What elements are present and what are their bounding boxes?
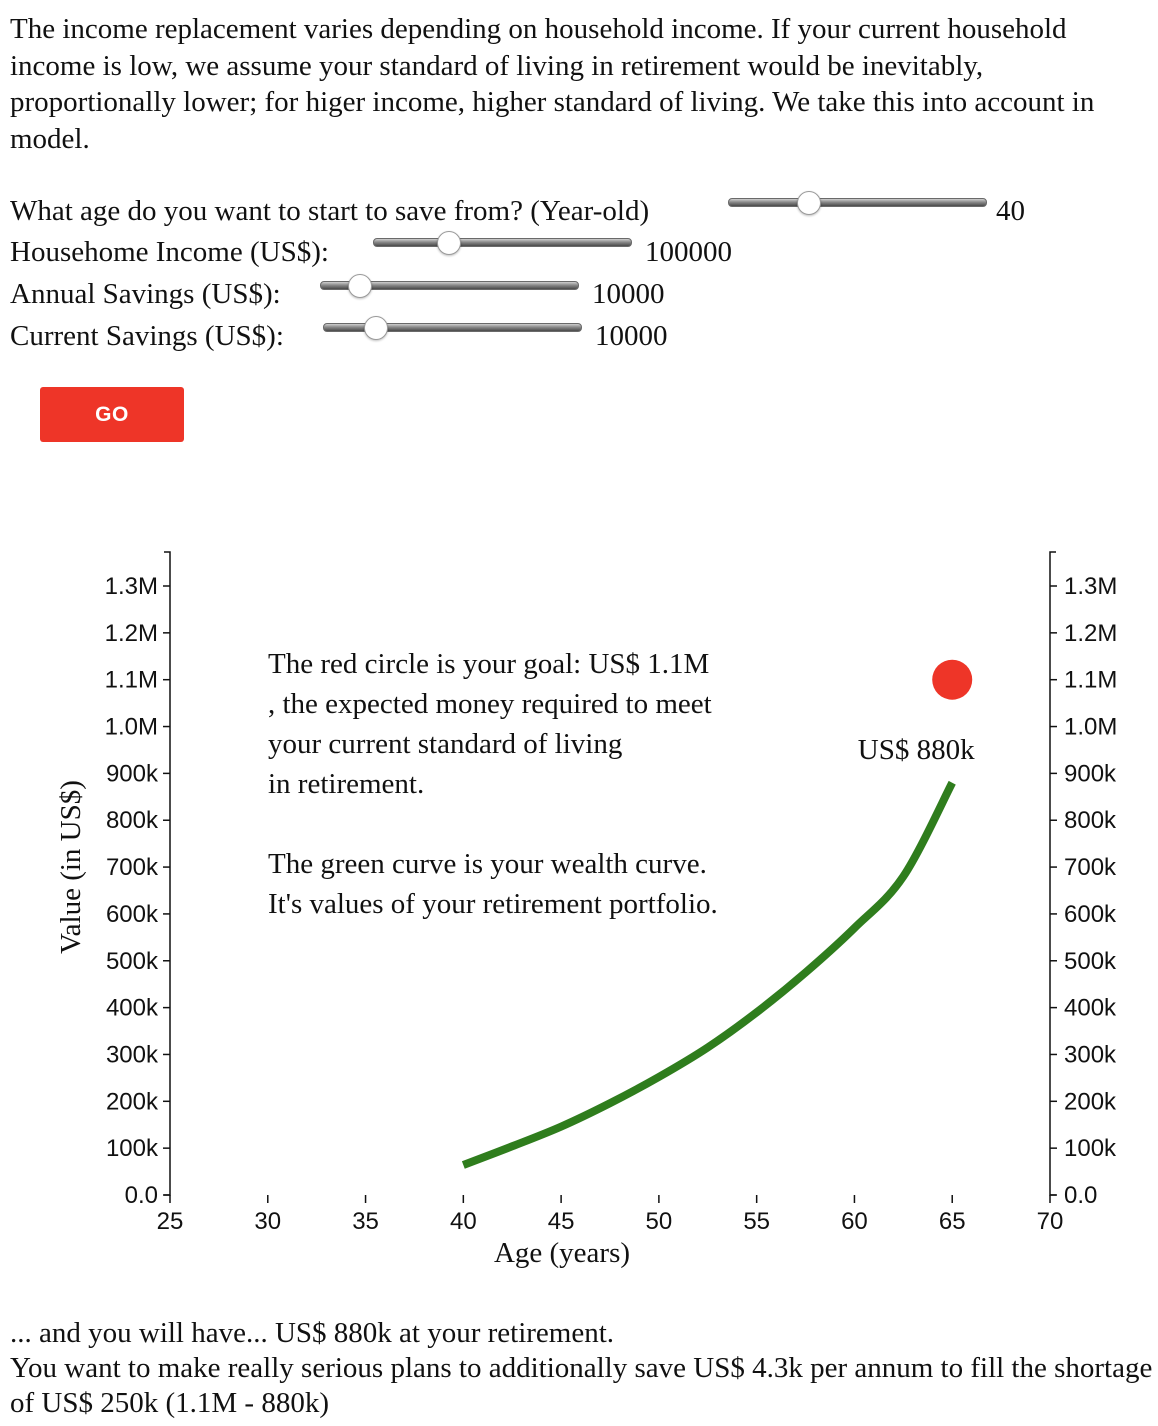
summary-line-1: ... and you will have... US$ 880k at you… — [10, 1317, 615, 1349]
y-tick-label-right: 1.1M — [1064, 667, 1117, 694]
annual-savings-slider-thumb[interactable] — [347, 274, 372, 298]
goal-circle — [932, 659, 973, 700]
x-tick-label: 30 — [254, 1208, 281, 1235]
go-button[interactable]: GO — [40, 387, 184, 442]
x-tick-label: 65 — [939, 1208, 966, 1235]
x-tick-label: 45 — [548, 1208, 575, 1235]
current-savings-value: 10000 — [595, 320, 668, 352]
y-tick-label-right: 700k — [1064, 854, 1117, 881]
x-tick-label: 35 — [352, 1208, 379, 1235]
y-tick-label-left: 200k — [106, 1088, 159, 1115]
current-savings-slider[interactable] — [323, 316, 582, 340]
x-axis-title: Age (years) — [494, 1237, 630, 1269]
y-tick-label-right: 500k — [1064, 948, 1117, 975]
annotation-line: It's values of your retirement portfolio… — [268, 888, 718, 920]
y-axis-title: Value (in US$) — [55, 780, 87, 954]
y-tick-label-right: 100k — [1064, 1135, 1117, 1162]
y-tick-label-right: 1.2M — [1064, 620, 1117, 647]
y-tick-label-left: 700k — [106, 854, 159, 881]
y-tick-label-right: 0.0 — [1064, 1182, 1097, 1209]
annotation-line: The green curve is your wealth curve. — [268, 848, 707, 880]
chart-axes: 0.0 0.0 100k 100k 200k 200k 300k 300k 400k 400k 50… — [105, 551, 1117, 1235]
y-tick-label-left: 500k — [106, 948, 159, 975]
annotation-line: in retirement. — [268, 768, 424, 800]
y-tick-label-left: 300k — [106, 1041, 159, 1068]
income-value: 100000 — [645, 236, 732, 268]
age-slider[interactable] — [728, 191, 987, 215]
x-tick-label: 50 — [646, 1208, 673, 1235]
annual-savings-value: 10000 — [592, 278, 665, 310]
y-tick-label-left: 1.2M — [105, 620, 158, 647]
y-tick-label-left: 1.0M — [105, 714, 158, 741]
x-tick-label: 25 — [157, 1208, 184, 1235]
y-tick-label-right: 600k — [1064, 901, 1117, 928]
annotation-line: your current standard of living — [268, 728, 622, 760]
wealth-chart: 0.0 0.0 100k 100k 200k 200k 300k 300k 400k 400k 50… — [55, 551, 1117, 1269]
y-tick-label-right: 1.3M — [1064, 573, 1117, 600]
x-tick-label: 70 — [1037, 1208, 1064, 1235]
age-label: What age do you want to start to save fr… — [10, 195, 650, 227]
x-tick-label: 60 — [841, 1208, 868, 1235]
x-tick-label: 40 — [450, 1208, 477, 1235]
y-tick-label-right: 200k — [1064, 1088, 1117, 1115]
y-tick-label-left: 0.0 — [125, 1182, 158, 1209]
y-tick-label-right: 800k — [1064, 807, 1117, 834]
y-tick-label-left: 800k — [106, 807, 159, 834]
y-tick-label-left: 1.3M — [105, 573, 158, 600]
summary-line-2: You want to make really serious plans to… — [10, 1352, 1153, 1419]
age-value: 40 — [996, 195, 1025, 227]
annual-savings-label: Annual Savings (US$): — [10, 278, 281, 310]
current-savings-slider-thumb[interactable] — [363, 316, 388, 340]
end-value-label: US$ 880k — [858, 734, 975, 766]
annotation-line: The red circle is your goal: US$ 1.1M — [268, 648, 709, 680]
y-tick-label-right: 1.0M — [1064, 714, 1117, 741]
y-tick-label-left: 100k — [106, 1135, 159, 1162]
y-tick-label-right: 900k — [1064, 760, 1117, 787]
income-slider[interactable] — [373, 231, 632, 255]
summary: ... and you will have... US$ 880k at you… — [10, 1316, 1156, 1421]
annual-savings-slider[interactable] — [320, 274, 579, 298]
income-label: Househome Income (US$): — [10, 236, 329, 268]
y-tick-label-right: 400k — [1064, 995, 1117, 1022]
intro-text: The income replacement varies depending … — [10, 13, 1095, 155]
chart-annotation: The red circle is your goal: US$ 1.1M , t… — [268, 648, 718, 920]
y-tick-label-right: 300k — [1064, 1041, 1117, 1068]
current-savings-label: Current Savings (US$): — [10, 320, 284, 352]
age-slider-thumb[interactable] — [797, 191, 822, 215]
annotation-line: , the expected money required to meet — [268, 688, 712, 720]
income-slider-thumb[interactable] — [437, 231, 462, 255]
x-tick-label: 55 — [743, 1208, 770, 1235]
y-tick-label-left: 1.1M — [105, 667, 158, 694]
wealth-curve — [461, 780, 956, 1169]
y-tick-label-left: 600k — [106, 901, 159, 928]
y-tick-label-left: 900k — [106, 760, 159, 787]
y-axis-right — [1049, 551, 1056, 1196]
y-axis-left — [164, 551, 171, 1196]
y-tick-label-left: 400k — [106, 995, 159, 1022]
